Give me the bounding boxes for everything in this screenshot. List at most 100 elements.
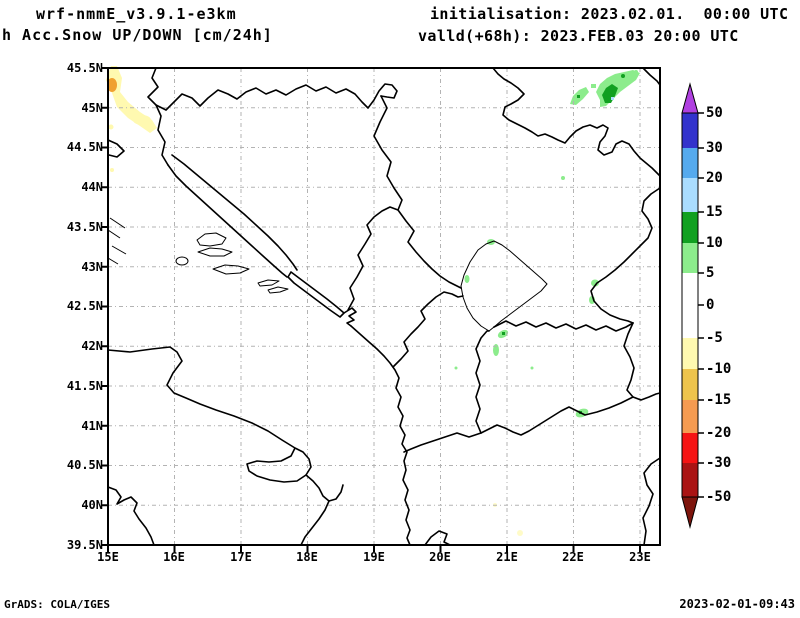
country-border-path [492,67,661,177]
lat-axis-label: 42.5N [66,299,103,313]
init-time: initialisation: 2023.02.01. 00:00 UTC [430,5,789,23]
country-border-path [147,67,398,111]
colorbar-segment [682,463,698,497]
country-border-path [171,154,298,271]
snow-patch-group [454,70,640,418]
country-border-path [623,322,661,401]
coastline-path [300,500,330,546]
colorbar-label: 30 [706,140,723,156]
colorbar-segment [682,148,698,178]
island-outlines [107,217,289,294]
lon-axis-label: 18E [296,550,318,564]
colorbar-label: 10 [706,235,723,251]
kosovo-border-path [460,240,548,332]
lon-axis-label: 21E [496,550,518,564]
lat-axis-label: 45.5N [66,61,103,75]
colorbar-label: -10 [706,361,732,377]
country-border-path [480,396,634,436]
coastline-path [107,486,155,546]
colorbar-segment [682,212,698,243]
country-border-path [155,104,169,166]
snow-patch [634,70,638,74]
country-border-path [392,291,464,368]
gridlines [108,68,660,545]
snow-patch [596,70,640,107]
lat-axis-label: 40.5N [66,458,103,472]
lon-axis-label: 15E [97,550,119,564]
model-title: wrf-nmmE_v3.9.1-e3km [36,5,237,23]
country-border-path [403,432,482,453]
lat-axis-label: 44N [81,180,103,194]
coastline-path [167,164,288,278]
colorbar-label: 50 [706,105,723,121]
lon-axis-label: 16E [163,550,185,564]
snow-patch [611,97,614,100]
colorbar-segment [682,369,698,400]
colorbar-label: 15 [706,204,723,220]
lon-axis-label: 22E [562,550,584,564]
coastline-path [424,530,451,546]
snow-patch [530,366,534,370]
colorbar-label: 5 [706,265,715,281]
lat-axis-label: 41.5N [66,379,103,393]
colorbar-segment [682,243,698,273]
colorbar-segment [682,400,698,433]
snow-patch-core [502,332,505,335]
melt-patch-group [106,66,523,536]
colorbar-segment [682,433,698,463]
product-title: h Acc.Snow UP/DOWN [cm/24h] [2,26,273,44]
colorbar-label: -20 [706,425,732,441]
lat-axis-label: 43.5N [66,220,103,234]
country-border-path [590,187,661,324]
country-border-path [373,95,462,289]
country-border-path [493,320,634,332]
coastline-path [107,139,125,158]
snow-patch-core [577,95,580,98]
melt-patch [106,66,157,133]
axis-ticks [101,67,641,552]
melt-patch [110,168,114,172]
snow-patch-core [621,74,625,78]
lon-axis-label: 17E [230,550,252,564]
coastline-path [107,346,312,483]
lon-axis-label: 19E [363,550,385,564]
lat-axis-label: 41N [81,419,103,433]
colorbar-ticks [698,112,704,498]
map-plot [101,66,661,552]
colorbar-label: -50 [706,489,732,505]
lat-axis-label: 40N [81,498,103,512]
lat-axis-label: 43N [81,260,103,274]
lat-axis-label: 42N [81,339,103,353]
colorbar-segment [682,305,698,338]
snow-patch [591,279,599,287]
snow-patch [454,366,458,370]
snow-patch [493,344,499,356]
creation-timestamp: 2023-02-01-09:43 [679,597,795,611]
lat-axis-label: 44.5N [66,140,103,154]
coastline-path [287,271,345,318]
grads-credit: GrADS: COLA/IGES [4,598,110,611]
snow-patch [591,84,596,88]
melt-patch [133,115,151,125]
colorbar-label: 0 [706,297,715,313]
snow-patch [464,275,470,283]
colorbar [681,82,704,529]
snow-patch-core [602,84,618,103]
snow-patch [561,176,565,180]
colorbar-top-arrow [681,82,699,114]
country-border-path [475,330,490,434]
country-border-path [642,457,661,546]
coastline-path [305,474,344,502]
colorbar-segment [682,273,698,305]
melt-patch [517,530,523,536]
colorbar-bottom-arrow [681,496,699,529]
colorbar-segment [682,113,698,148]
lat-axis-label: 39.5N [66,538,103,552]
colorbar-label: -5 [706,330,723,346]
colorbar-label: -15 [706,392,732,408]
melt-patch [108,124,114,130]
country-border-path [642,67,661,86]
country-border-path [347,206,399,311]
colorbar-label: -30 [706,455,732,471]
colorbar-label: 20 [706,170,723,186]
